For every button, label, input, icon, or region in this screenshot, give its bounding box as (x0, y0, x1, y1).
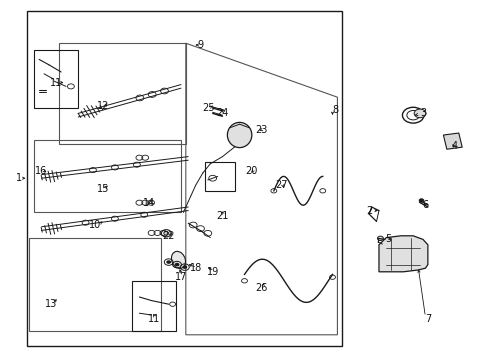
Text: 21: 21 (216, 211, 228, 221)
Text: 15: 15 (96, 184, 109, 194)
Text: 10: 10 (89, 220, 102, 230)
Bar (27, 11, 342, 346)
Text: 8: 8 (331, 105, 337, 115)
Text: 9: 9 (197, 40, 203, 50)
Text: 11: 11 (50, 78, 62, 88)
Circle shape (182, 265, 187, 269)
Text: 25: 25 (202, 103, 215, 113)
Ellipse shape (171, 251, 185, 269)
Bar (34, 140, 181, 212)
Text: 20: 20 (245, 166, 258, 176)
Circle shape (377, 236, 383, 240)
Circle shape (418, 199, 423, 202)
Polygon shape (378, 236, 427, 272)
Text: 14: 14 (142, 198, 155, 208)
Circle shape (163, 231, 168, 235)
Text: 18: 18 (189, 263, 202, 273)
Text: 11: 11 (147, 314, 160, 324)
Text: 19: 19 (206, 267, 219, 277)
Bar (443, 133, 461, 149)
Text: 27: 27 (274, 180, 287, 190)
Circle shape (413, 109, 425, 118)
Circle shape (174, 263, 179, 266)
Text: 2: 2 (366, 206, 371, 216)
Text: 24: 24 (216, 108, 228, 118)
Text: 22: 22 (162, 231, 175, 241)
Text: 5: 5 (385, 234, 391, 244)
Text: 16: 16 (35, 166, 48, 176)
Bar (132, 281, 176, 331)
Bar (205, 162, 234, 191)
Text: 17: 17 (174, 272, 187, 282)
Text: 26: 26 (255, 283, 267, 293)
Text: 13: 13 (45, 299, 58, 309)
Text: 23: 23 (255, 125, 267, 135)
Bar (59, 43, 185, 144)
Text: 3: 3 (419, 108, 425, 118)
Text: 6: 6 (422, 200, 427, 210)
Text: 7: 7 (424, 314, 430, 324)
Bar (34, 50, 78, 108)
Text: 12: 12 (96, 101, 109, 111)
Bar (29, 238, 161, 331)
Circle shape (166, 260, 171, 264)
Text: 1: 1 (16, 173, 21, 183)
Ellipse shape (227, 122, 251, 148)
Text: 4: 4 (451, 141, 457, 151)
